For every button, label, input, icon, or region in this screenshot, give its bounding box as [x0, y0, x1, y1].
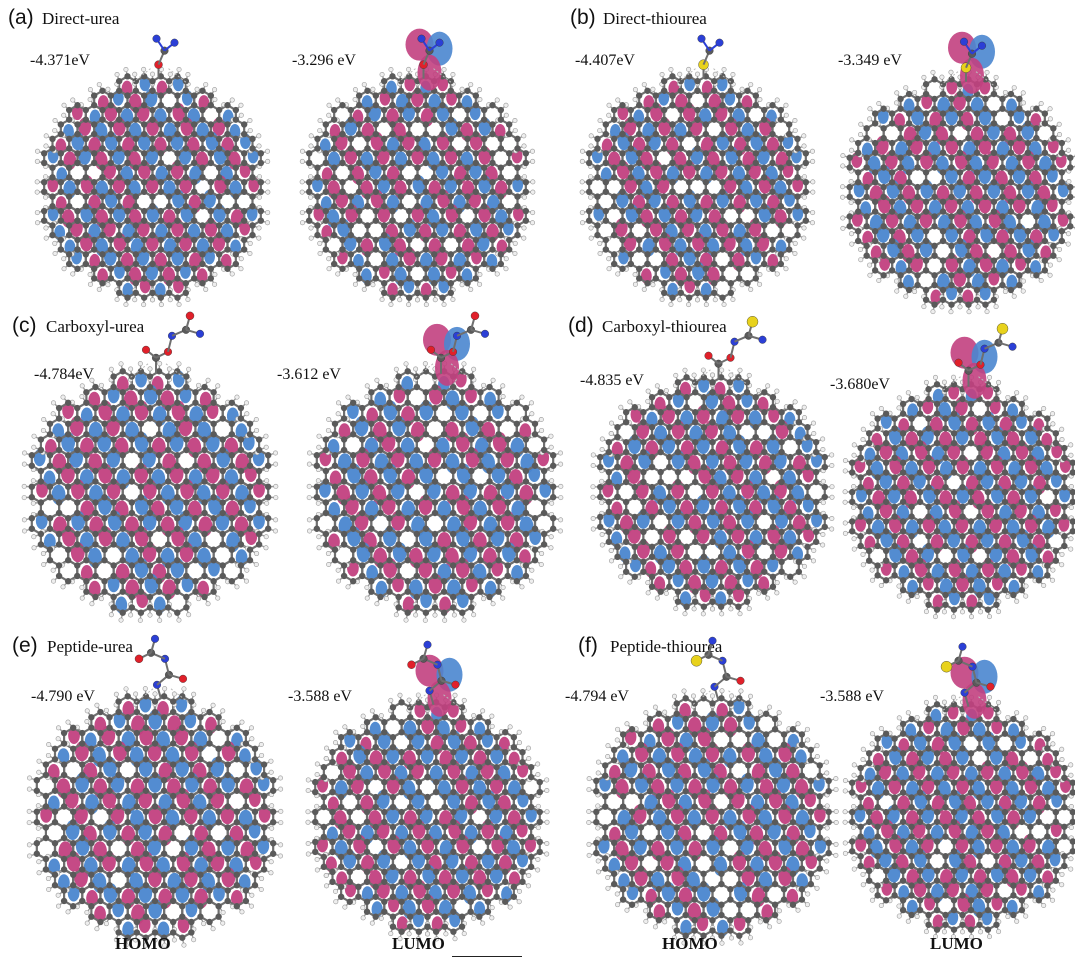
- homo-orbital-f: [586, 636, 839, 946]
- homo-orbital-c: [21, 311, 279, 623]
- panel-tag: (c): [12, 314, 37, 337]
- homo-energy-e: -4.790 eV: [31, 688, 95, 705]
- lumo-orbital-a: [299, 28, 536, 308]
- footer-lumo-right: LUMO: [930, 934, 983, 953]
- homo-energy-a: -4.371eV: [30, 52, 90, 69]
- panel-title: Peptide-urea: [47, 637, 133, 656]
- lumo-energy-f: -3.588 eV: [820, 688, 884, 705]
- panel-title: Carboxyl-urea: [46, 317, 145, 336]
- footer-lumo-left: LUMO: [392, 934, 445, 953]
- homo-orbital-b: [579, 34, 816, 308]
- footer-homo-left: HOMO: [115, 934, 171, 953]
- homo-orbital-d: [590, 316, 835, 617]
- lumo-energy-e: -3.588 eV: [288, 688, 352, 705]
- lumo-energy-d: -3.680eV: [830, 376, 890, 393]
- homo-energy-f: -4.794 eV: [565, 688, 629, 705]
- homo-orbital-a: [34, 34, 271, 308]
- panel-title: Direct-urea: [42, 9, 120, 28]
- homo-energy-c: -4.784eV: [34, 366, 94, 383]
- homo-orbital-e: [26, 634, 284, 948]
- panel-title: Carboxyl-thiourea: [602, 317, 727, 336]
- panel-tag: (e): [12, 634, 38, 657]
- homo-energy-d: -4.835 eV: [580, 372, 644, 389]
- footer-homo-right: HOMO: [662, 934, 718, 953]
- lumo-orbital-d: [842, 322, 1075, 620]
- footer-rule: [452, 956, 522, 957]
- panel-tag: (b): [570, 6, 596, 29]
- panel-title: Direct-thiourea: [603, 9, 707, 28]
- panel-title: Peptide-thiourea: [610, 637, 723, 656]
- homo-energy-b: -4.407eV: [575, 52, 635, 69]
- panel-tag: (a): [8, 6, 34, 29]
- lumo-energy-c: -3.612 eV: [277, 366, 341, 383]
- lumo-energy-a: -3.296 eV: [292, 52, 356, 69]
- lumo-orbital-e: [305, 640, 550, 942]
- panel-tag: (f): [578, 634, 598, 657]
- lumo-orbital-f: [842, 642, 1075, 940]
- lumo-orbital-b: [840, 31, 1075, 315]
- lumo-orbital-c: [306, 311, 564, 623]
- lumo-energy-b: -3.349 eV: [838, 52, 902, 69]
- panel-tag: (d): [568, 314, 594, 337]
